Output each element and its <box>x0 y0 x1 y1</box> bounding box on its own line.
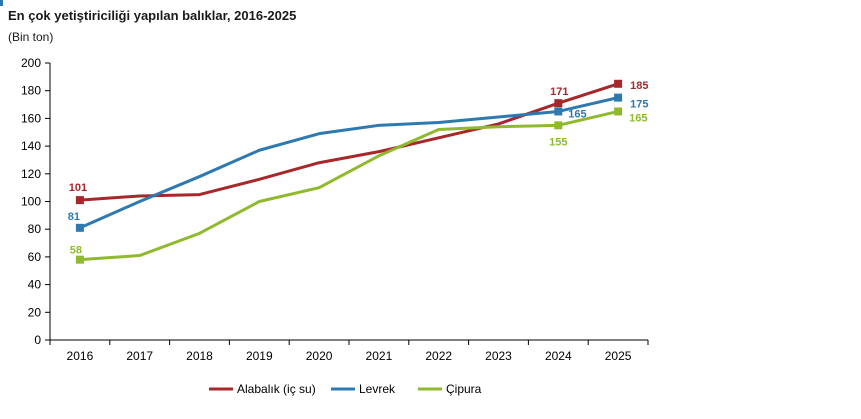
legend-label: Alabalık (iç su) <box>237 382 316 396</box>
x-tick-label: 2024 <box>545 349 572 363</box>
y-tick-label: 120 <box>21 167 41 181</box>
data-point-marker <box>75 255 84 264</box>
data-label: 81 <box>68 211 80 223</box>
chart-title: En çok yetiştiriciliği yapılan balıklar,… <box>8 8 297 23</box>
x-tick-label: 2017 <box>126 349 153 363</box>
x-tick-label: 2016 <box>67 349 94 363</box>
data-label: 58 <box>70 245 82 257</box>
y-tick-label: 40 <box>28 278 42 292</box>
x-tick-label: 2023 <box>485 349 512 363</box>
accent-bar <box>0 0 3 6</box>
x-tick-label: 2020 <box>306 349 333 363</box>
x-tick-label: 2022 <box>425 349 452 363</box>
series-line <box>79 110 619 262</box>
x-tick-label: 2018 <box>186 349 213 363</box>
data-point-marker <box>614 79 623 88</box>
y-tick-label: 80 <box>28 222 42 236</box>
x-tick-label: 2021 <box>366 349 393 363</box>
data-point-marker <box>614 93 623 102</box>
x-tick-label: 2019 <box>246 349 273 363</box>
y-tick-label: 20 <box>28 305 42 319</box>
data-label: 175 <box>630 99 648 111</box>
legend-label: Çipura <box>446 382 482 396</box>
data-point-marker <box>554 99 563 108</box>
y-axis-unit-label: (Bin ton) <box>8 30 54 44</box>
y-tick-label: 140 <box>21 139 41 153</box>
y-tick-label: 180 <box>21 84 41 98</box>
data-point-marker <box>554 121 563 130</box>
data-point-marker <box>554 107 563 116</box>
data-label: 185 <box>630 80 648 92</box>
y-tick-label: 200 <box>21 56 41 70</box>
data-label: 165 <box>629 112 647 124</box>
data-label: 171 <box>550 86 568 98</box>
y-tick-label: 60 <box>28 250 42 264</box>
x-tick-label: 2025 <box>605 349 632 363</box>
data-point-marker <box>75 196 84 205</box>
y-tick-label: 0 <box>34 333 41 347</box>
data-point-marker <box>75 223 84 232</box>
data-label: 101 <box>69 182 87 194</box>
data-point-marker <box>614 107 623 116</box>
series-line <box>79 82 619 202</box>
y-tick-label: 160 <box>21 111 41 125</box>
y-tick-label: 100 <box>21 195 41 209</box>
data-label: 155 <box>549 136 567 148</box>
legend-label: Levrek <box>359 382 396 396</box>
series-line <box>79 96 619 230</box>
data-label: 165 <box>568 108 586 120</box>
